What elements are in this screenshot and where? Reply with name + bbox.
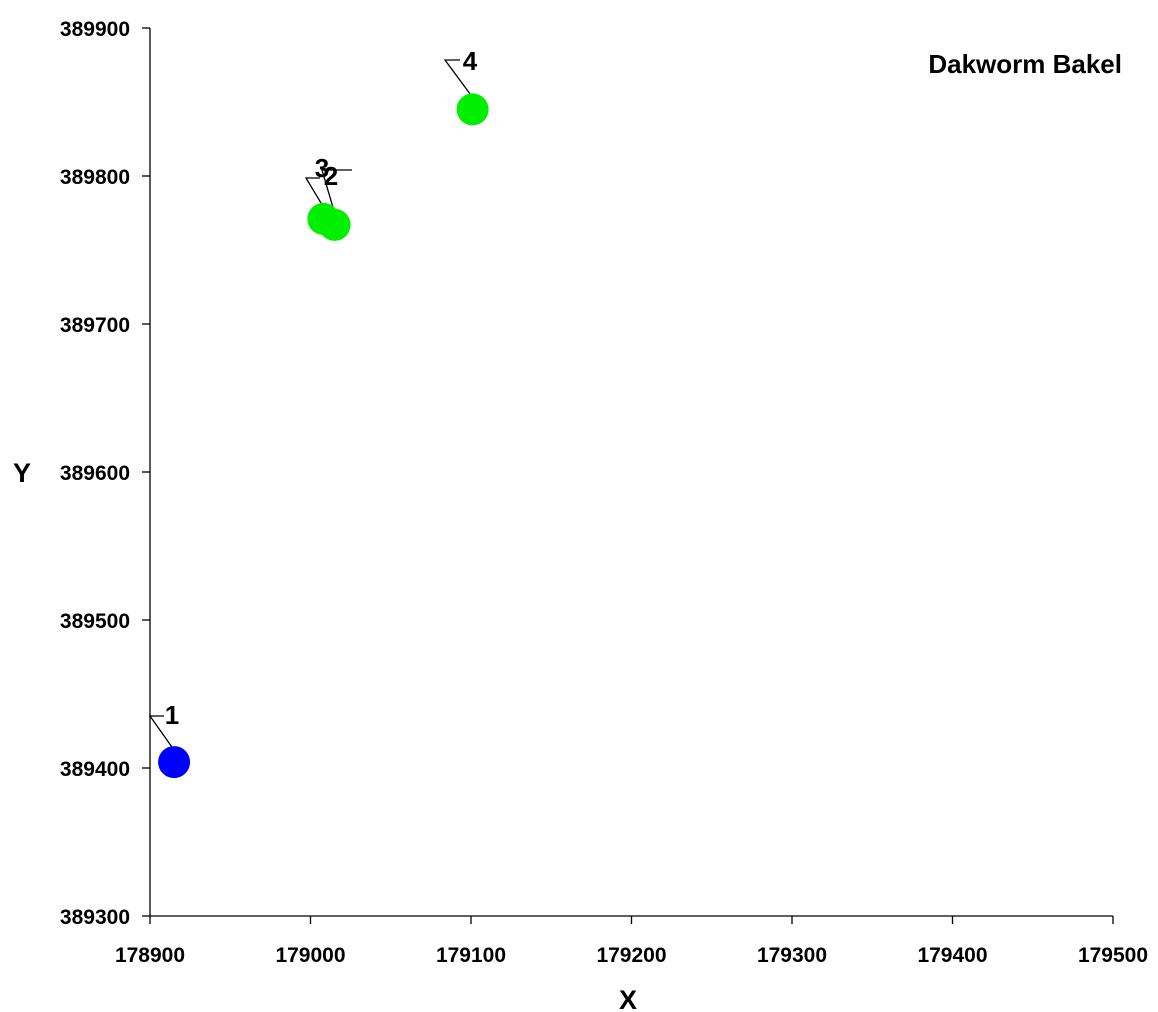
data-point-1 bbox=[158, 746, 191, 779]
point-leader-line bbox=[148, 715, 175, 751]
y-tick-label: 389300 bbox=[60, 906, 130, 929]
point-leader-line bbox=[321, 169, 352, 214]
axes bbox=[149, 28, 1113, 917]
x-tick-label: 178900 bbox=[115, 944, 185, 967]
x-ticks: 178900 179000 179100 179200 179300 179400 1795… bbox=[115, 916, 1148, 967]
x-axis-label: X bbox=[619, 985, 637, 1012]
x-tick-label: 179400 bbox=[917, 944, 987, 967]
y-tick-label: 389600 bbox=[60, 462, 130, 485]
point-label: 1 bbox=[165, 700, 179, 730]
y-tick-label: 389900 bbox=[60, 18, 130, 41]
y-axis-label: Y bbox=[13, 458, 31, 488]
x-tick-label: 179100 bbox=[436, 944, 506, 967]
point-leader-line bbox=[443, 59, 474, 98]
point-leader-line bbox=[304, 177, 324, 208]
x-tick-label: 179200 bbox=[596, 944, 666, 967]
x-tick-label: 179500 bbox=[1078, 944, 1148, 967]
y-ticks: 389300 389400 389500 389600 389700 389800 3899… bbox=[60, 18, 150, 929]
y-tick-label: 389400 bbox=[60, 758, 130, 781]
point-label: 3 bbox=[315, 153, 329, 183]
data-point-4 bbox=[456, 93, 489, 126]
data-point-3 bbox=[307, 202, 340, 235]
data-points: 1 23 4 bbox=[148, 46, 489, 779]
point-label: 4 bbox=[463, 46, 478, 76]
y-tick-label: 389700 bbox=[60, 314, 130, 337]
point-label: 2 bbox=[324, 161, 338, 191]
chart-title: Dakworm Bakel bbox=[928, 49, 1122, 79]
x-tick-label: 179300 bbox=[757, 944, 827, 967]
x-tick-label: 179000 bbox=[275, 944, 345, 967]
y-tick-label: 389800 bbox=[60, 166, 130, 189]
y-tick-label: 389500 bbox=[60, 610, 130, 633]
